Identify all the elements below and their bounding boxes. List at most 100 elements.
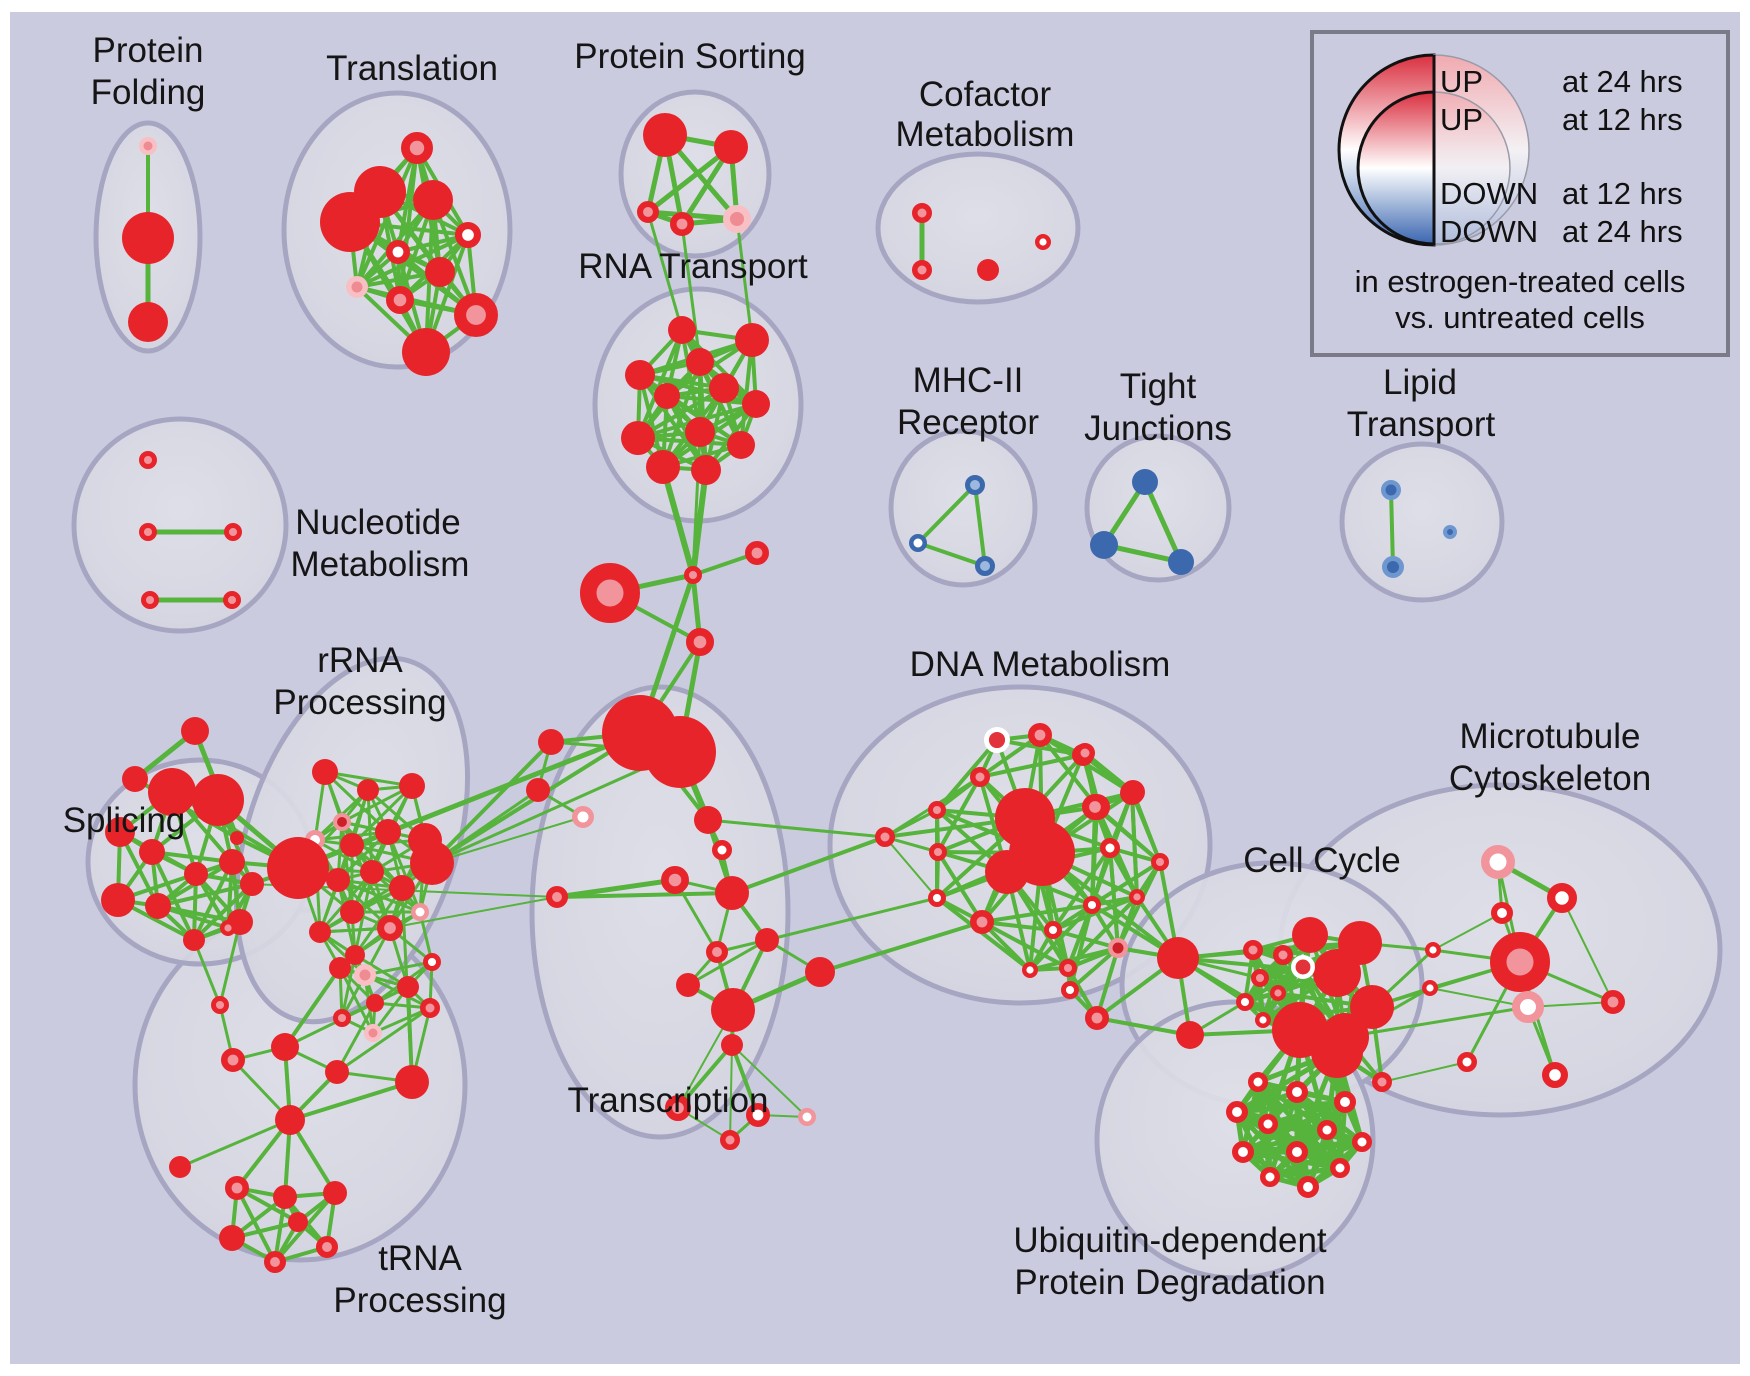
gene-node-tr4	[715, 876, 749, 910]
gene-node-rs6	[1235, 992, 1254, 1011]
gene-node-mtc1	[1424, 942, 1441, 959]
gene-node-uh2	[1311, 1026, 1363, 1078]
gene-node-n2	[139, 522, 158, 541]
network-edge	[178, 1118, 292, 1169]
gene-node-h3	[744, 540, 769, 565]
gene-node-d9	[1100, 838, 1120, 858]
gene-node-rr4	[332, 813, 351, 832]
gene-node-th6	[263, 1251, 286, 1274]
gene-node-sp11	[183, 929, 205, 951]
gene-node-rr7	[375, 819, 401, 845]
cluster-label-rna-transport: RNA Transport	[578, 247, 808, 286]
gene-node-rr17	[329, 957, 351, 979]
network-mesh-edge	[371, 1006, 432, 1035]
gene-node-sp1	[148, 768, 196, 816]
gene-node-r8	[621, 421, 655, 455]
gene-node-lt2	[1381, 555, 1404, 578]
gene-node-d4	[970, 767, 990, 787]
network-mesh-edge	[739, 338, 754, 447]
gene-node-t7	[425, 257, 455, 287]
network-edge	[431, 816, 584, 864]
gene-node-tr12	[745, 1103, 770, 1128]
network-edge	[730, 835, 887, 895]
gene-node-mt3	[1491, 902, 1514, 925]
network-edge	[916, 541, 987, 568]
gene-node-g1	[538, 729, 564, 755]
cluster-label-tight-2: Junctions	[1084, 409, 1232, 448]
gene-node-sp5	[101, 883, 135, 917]
network-mesh-edge	[1131, 790, 1162, 864]
network-edge	[1429, 987, 1529, 1008]
cluster-label-microtubule-1: Microtubule	[1460, 717, 1641, 756]
network-mesh-edge	[353, 886, 404, 957]
gene-node-rr23	[333, 1008, 352, 1027]
gene-node-rr22	[420, 998, 440, 1018]
gene-node-rs3	[1291, 955, 1316, 980]
gene-node-d2	[1028, 722, 1053, 747]
gene-node-cm3	[977, 259, 999, 281]
gene-node-sp9	[240, 872, 264, 896]
gene-node-rs1	[1243, 940, 1263, 960]
gene-node-m2	[909, 534, 927, 552]
gene-node-sp4	[139, 839, 165, 865]
network-edge	[691, 430, 702, 577]
gene-node-d13	[1082, 895, 1101, 914]
gene-node-cc11	[1085, 1005, 1110, 1030]
gene-node-ub5	[1258, 1114, 1278, 1134]
gene-node-pf2	[122, 212, 174, 264]
network-edge	[1389, 488, 1395, 569]
gene-node-rr11	[389, 875, 415, 901]
gene-node-cc10	[1060, 980, 1079, 999]
network-edge	[283, 966, 342, 1049]
cluster-nucleotide-metabolism	[71, 416, 289, 634]
legend-row-dir-3: DOWN	[1440, 214, 1538, 249]
cluster-label-microtubule-2: Cytoskeleton	[1449, 759, 1651, 798]
network-edge	[660, 464, 696, 578]
gene-node-rr18	[354, 964, 376, 986]
gene-node-rr10	[360, 860, 384, 884]
gene-node-mt7	[1601, 989, 1626, 1014]
gene-node-r12	[691, 455, 721, 485]
gene-node-ub8	[1352, 1132, 1372, 1152]
gene-node-cm1	[912, 203, 932, 223]
gene-node-ub12	[1297, 1176, 1320, 1199]
gene-node-rr13	[309, 921, 331, 943]
network-mesh-edge	[935, 896, 1032, 972]
gene-node-lt3	[1443, 525, 1457, 539]
gene-node-th3	[323, 1181, 347, 1205]
network-edge	[680, 222, 702, 364]
gene-node-r2	[735, 323, 769, 357]
gene-node-sp2	[192, 774, 244, 826]
gene-node-t11	[402, 328, 450, 376]
gene-node-n4	[141, 590, 160, 609]
network-mesh-edge	[680, 328, 758, 406]
gene-node-cm4	[1034, 233, 1051, 250]
gene-node-rb5	[1292, 917, 1328, 953]
gene-node-mt2	[1547, 883, 1577, 913]
cluster-label-transcription: Transcription	[568, 1081, 769, 1120]
network-edge	[1142, 479, 1184, 565]
gene-node-rs5	[1269, 985, 1286, 1002]
gene-node-t1	[400, 131, 433, 164]
network-mesh-edge	[645, 209, 740, 222]
gene-node-h4	[685, 627, 714, 656]
gene-node-r4	[686, 348, 714, 376]
network-mesh-edge	[665, 394, 758, 406]
network-mesh-edge	[1066, 895, 1139, 970]
gene-node-tl	[169, 1156, 191, 1178]
node-layer	[101, 113, 1626, 1274]
gene-node-rs8	[1372, 1072, 1392, 1092]
gene-node-ps2	[714, 130, 748, 164]
gene-node-tr7	[676, 973, 700, 997]
gene-node-pf1	[139, 137, 157, 155]
cluster-label-dna-metabolism: DNA Metabolism	[910, 645, 1171, 684]
gene-node-n5	[223, 590, 242, 609]
gene-node-rr1	[312, 759, 338, 785]
cluster-label-ubiquitin-2: Protein Degradation	[1014, 1263, 1325, 1302]
gene-node-pf3	[128, 302, 168, 342]
network-mesh-edge	[1234, 1099, 1348, 1115]
gene-node-tr10	[721, 1034, 743, 1056]
gene-node-tr11	[665, 1094, 692, 1121]
